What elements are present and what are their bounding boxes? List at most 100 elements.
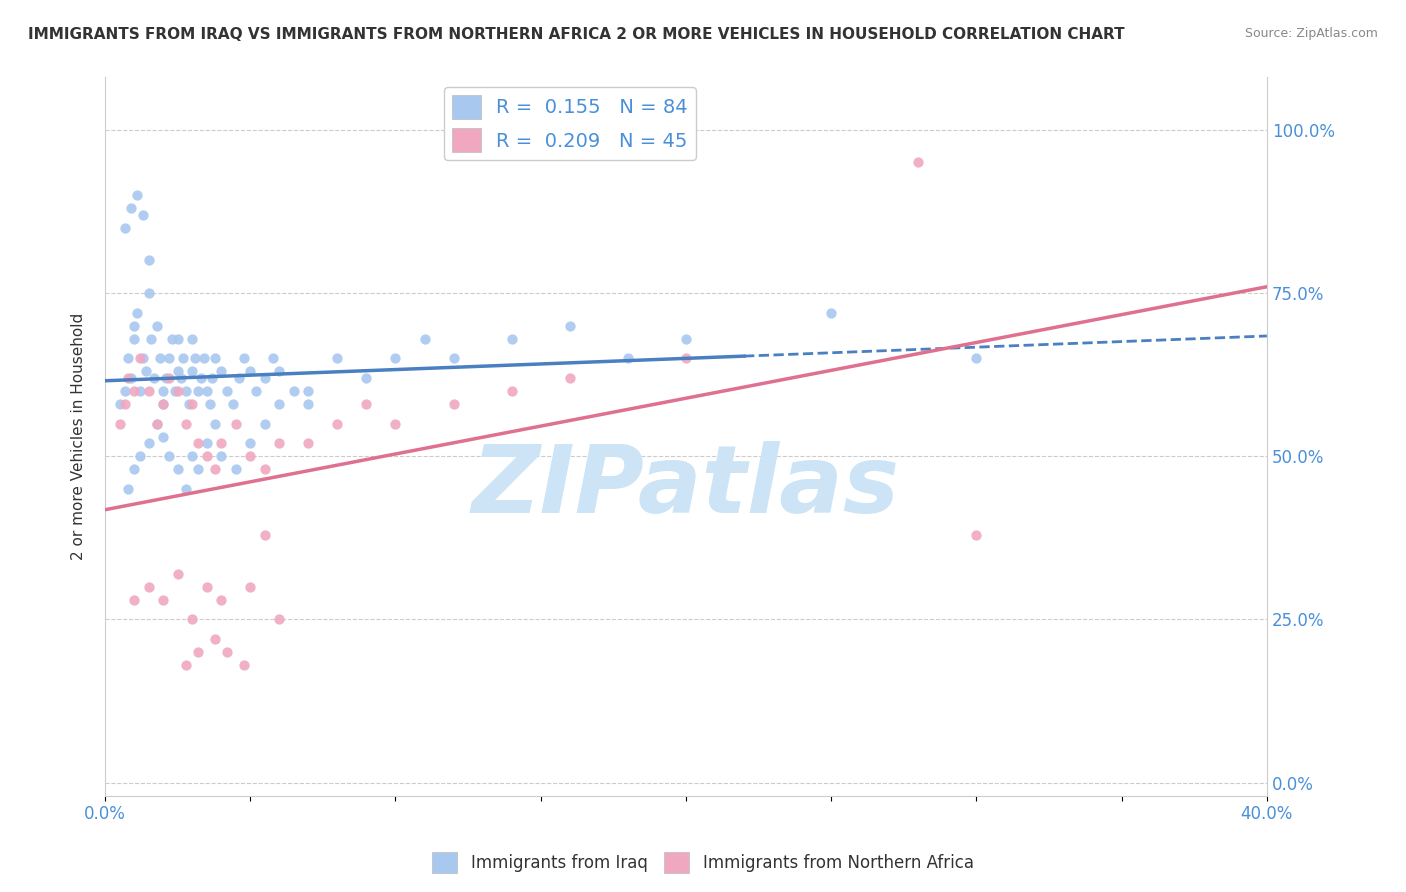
Legend: Immigrants from Iraq, Immigrants from Northern Africa: Immigrants from Iraq, Immigrants from No… <box>426 846 980 880</box>
Point <box>152 429 174 443</box>
Point <box>675 332 697 346</box>
Point <box>122 332 145 346</box>
Point <box>184 351 207 366</box>
Point <box>117 371 139 385</box>
Point <box>239 580 262 594</box>
Point <box>228 371 250 385</box>
Point <box>356 397 378 411</box>
Point <box>262 351 284 366</box>
Point <box>239 364 262 378</box>
Point <box>965 527 987 541</box>
Point <box>122 462 145 476</box>
Point <box>181 449 204 463</box>
Point <box>108 397 131 411</box>
Point <box>187 436 209 450</box>
Point <box>187 462 209 476</box>
Point <box>117 482 139 496</box>
Point <box>195 436 218 450</box>
Point <box>149 351 172 366</box>
Point <box>181 612 204 626</box>
Point <box>204 632 226 646</box>
Point <box>269 364 291 378</box>
Point <box>181 364 204 378</box>
Point <box>222 397 245 411</box>
Text: ZIPatlas: ZIPatlas <box>472 441 900 533</box>
Point <box>215 645 238 659</box>
Point <box>132 208 155 222</box>
Point <box>114 384 136 398</box>
Point <box>166 462 188 476</box>
Point <box>443 351 465 366</box>
Point <box>195 580 218 594</box>
Point <box>193 351 215 366</box>
Point <box>176 482 198 496</box>
Point <box>190 371 212 385</box>
Point <box>209 449 232 463</box>
Point <box>269 397 291 411</box>
Text: IMMIGRANTS FROM IRAQ VS IMMIGRANTS FROM NORTHERN AFRICA 2 OR MORE VEHICLES IN HO: IMMIGRANTS FROM IRAQ VS IMMIGRANTS FROM … <box>28 27 1125 42</box>
Point <box>209 364 232 378</box>
Point <box>198 397 221 411</box>
Point <box>122 592 145 607</box>
Point <box>239 436 262 450</box>
Point <box>225 462 247 476</box>
Point <box>443 397 465 411</box>
Point <box>138 253 160 268</box>
Point <box>114 220 136 235</box>
Point <box>128 384 150 398</box>
Point <box>356 371 378 385</box>
Legend: R =  0.155   N = 84, R =  0.209   N = 45: R = 0.155 N = 84, R = 0.209 N = 45 <box>444 87 696 160</box>
Point <box>253 371 276 385</box>
Point <box>152 397 174 411</box>
Point <box>128 449 150 463</box>
Point <box>176 658 198 673</box>
Point <box>125 305 148 319</box>
Point <box>132 351 155 366</box>
Point <box>117 351 139 366</box>
Point <box>501 332 523 346</box>
Point <box>135 364 157 378</box>
Point <box>204 351 226 366</box>
Point <box>176 384 198 398</box>
Point <box>138 384 160 398</box>
Point <box>239 449 262 463</box>
Point <box>163 384 186 398</box>
Point <box>245 384 267 398</box>
Point <box>384 351 406 366</box>
Point <box>297 436 319 450</box>
Point <box>138 285 160 300</box>
Point <box>146 318 169 333</box>
Point <box>172 351 194 366</box>
Point <box>166 384 188 398</box>
Point <box>157 371 180 385</box>
Point <box>179 397 201 411</box>
Point <box>215 384 238 398</box>
Point <box>233 658 256 673</box>
Point <box>269 436 291 450</box>
Point <box>169 371 191 385</box>
Point <box>269 612 291 626</box>
Point <box>209 592 232 607</box>
Point <box>141 332 163 346</box>
Point <box>907 155 929 169</box>
Point <box>209 436 232 450</box>
Point <box>160 332 183 346</box>
Point <box>152 397 174 411</box>
Point <box>253 462 276 476</box>
Point <box>176 417 198 431</box>
Point <box>283 384 305 398</box>
Point <box>233 351 256 366</box>
Point <box>152 592 174 607</box>
Point <box>617 351 640 366</box>
Point <box>181 332 204 346</box>
Point <box>146 417 169 431</box>
Point <box>120 371 142 385</box>
Point <box>187 384 209 398</box>
Point <box>384 417 406 431</box>
Point <box>558 371 581 385</box>
Point <box>204 462 226 476</box>
Point <box>187 645 209 659</box>
Point <box>204 417 226 431</box>
Point <box>675 351 697 366</box>
Point <box>138 580 160 594</box>
